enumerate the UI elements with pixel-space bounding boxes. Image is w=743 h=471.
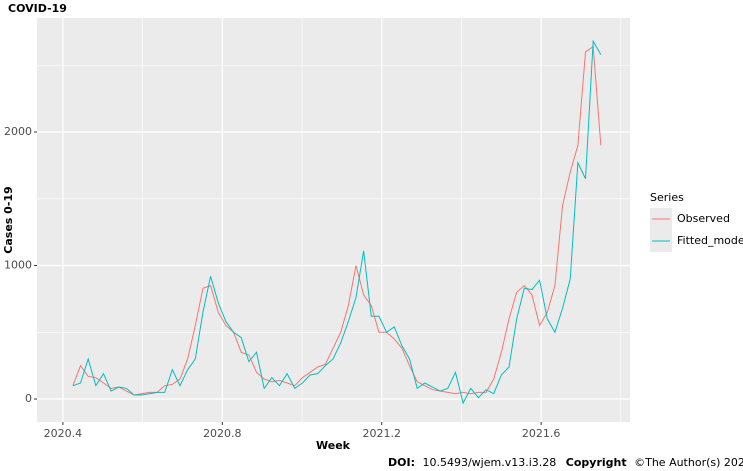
footer: DOI: 10.5493/wjem.v13.i3.28 Copyright ©T…: [388, 456, 743, 469]
series-line: [72, 39, 602, 405]
copyright-label: Copyright: [566, 456, 627, 469]
doi-label: DOI:: [388, 456, 415, 469]
y-tick-label: 2000: [4, 125, 32, 138]
y-axis-label: Cases 0-19: [2, 186, 15, 253]
doi: 10.5493/wjem.v13.i3.28: [422, 456, 556, 469]
y-tick-label: 1000: [4, 259, 32, 272]
chart-title: COVID-19: [8, 2, 67, 15]
series-line: [72, 45, 602, 396]
x-tick-label: 2020.8: [203, 427, 242, 440]
legend-label: Fitted_model: [677, 234, 743, 247]
copyright: ©The Author(s) 2023.: [634, 456, 743, 469]
legend-title: Series: [650, 191, 684, 204]
legend-label: Observed: [677, 212, 730, 225]
x-axis-label: Week: [316, 439, 351, 452]
y-tick-label: 0: [25, 392, 32, 405]
x-tick-label: 2020.4: [44, 427, 83, 440]
plot-panel: [37, 18, 630, 422]
x-tick-label: 2021.6: [522, 427, 561, 440]
x-tick-label: 2021.2: [362, 427, 401, 440]
